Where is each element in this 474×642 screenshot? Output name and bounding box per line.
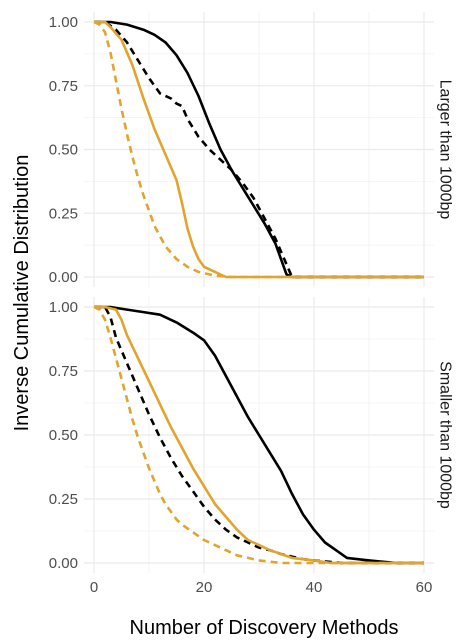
- y-tick-label: 0.75: [49, 78, 78, 95]
- strip-label: Smaller than 1000bp: [437, 361, 454, 509]
- y-tick-label: 0.50: [49, 427, 78, 444]
- y-tick-label: 0.00: [49, 555, 78, 572]
- panel-1: 0.00 0.25 0.50 0.75 1.00 Larger than 1000bp: [49, 12, 454, 287]
- series-line-black-solid: [94, 305, 424, 565]
- series-line-gold-solid: [94, 20, 424, 279]
- x-tick-label: 20: [196, 579, 213, 596]
- x-axis-title: Number of Discovery Methods: [130, 617, 399, 639]
- y-tick-label: 0.00: [49, 269, 78, 286]
- x-tick-label: 40: [306, 579, 323, 596]
- y-tick-label: 0.50: [49, 142, 78, 159]
- y-axis-title: Inverse Cumulative Distribution: [11, 155, 33, 432]
- y-tick-label: 0.25: [49, 491, 78, 508]
- y-tick-label: 1.00: [49, 299, 78, 316]
- series-line-gold-solid: [94, 305, 424, 565]
- series-line-gold-dashed: [93, 20, 424, 279]
- x-tick-label: 60: [416, 579, 433, 596]
- strip-label: Larger than 1000bp: [437, 80, 454, 220]
- y-tick-label: 0.75: [49, 363, 78, 380]
- y-tick-label: 0.25: [49, 205, 78, 222]
- y-tick-label: 1.00: [49, 14, 78, 31]
- series-line-black-dashed: [94, 20, 424, 279]
- series-line-gold-dashed: [93, 305, 424, 565]
- panel-2: 0.00 0.25 0.50 0.75 1.00 Smaller than 1000bp 0…: [49, 297, 454, 596]
- x-tick-label: 0: [90, 579, 98, 596]
